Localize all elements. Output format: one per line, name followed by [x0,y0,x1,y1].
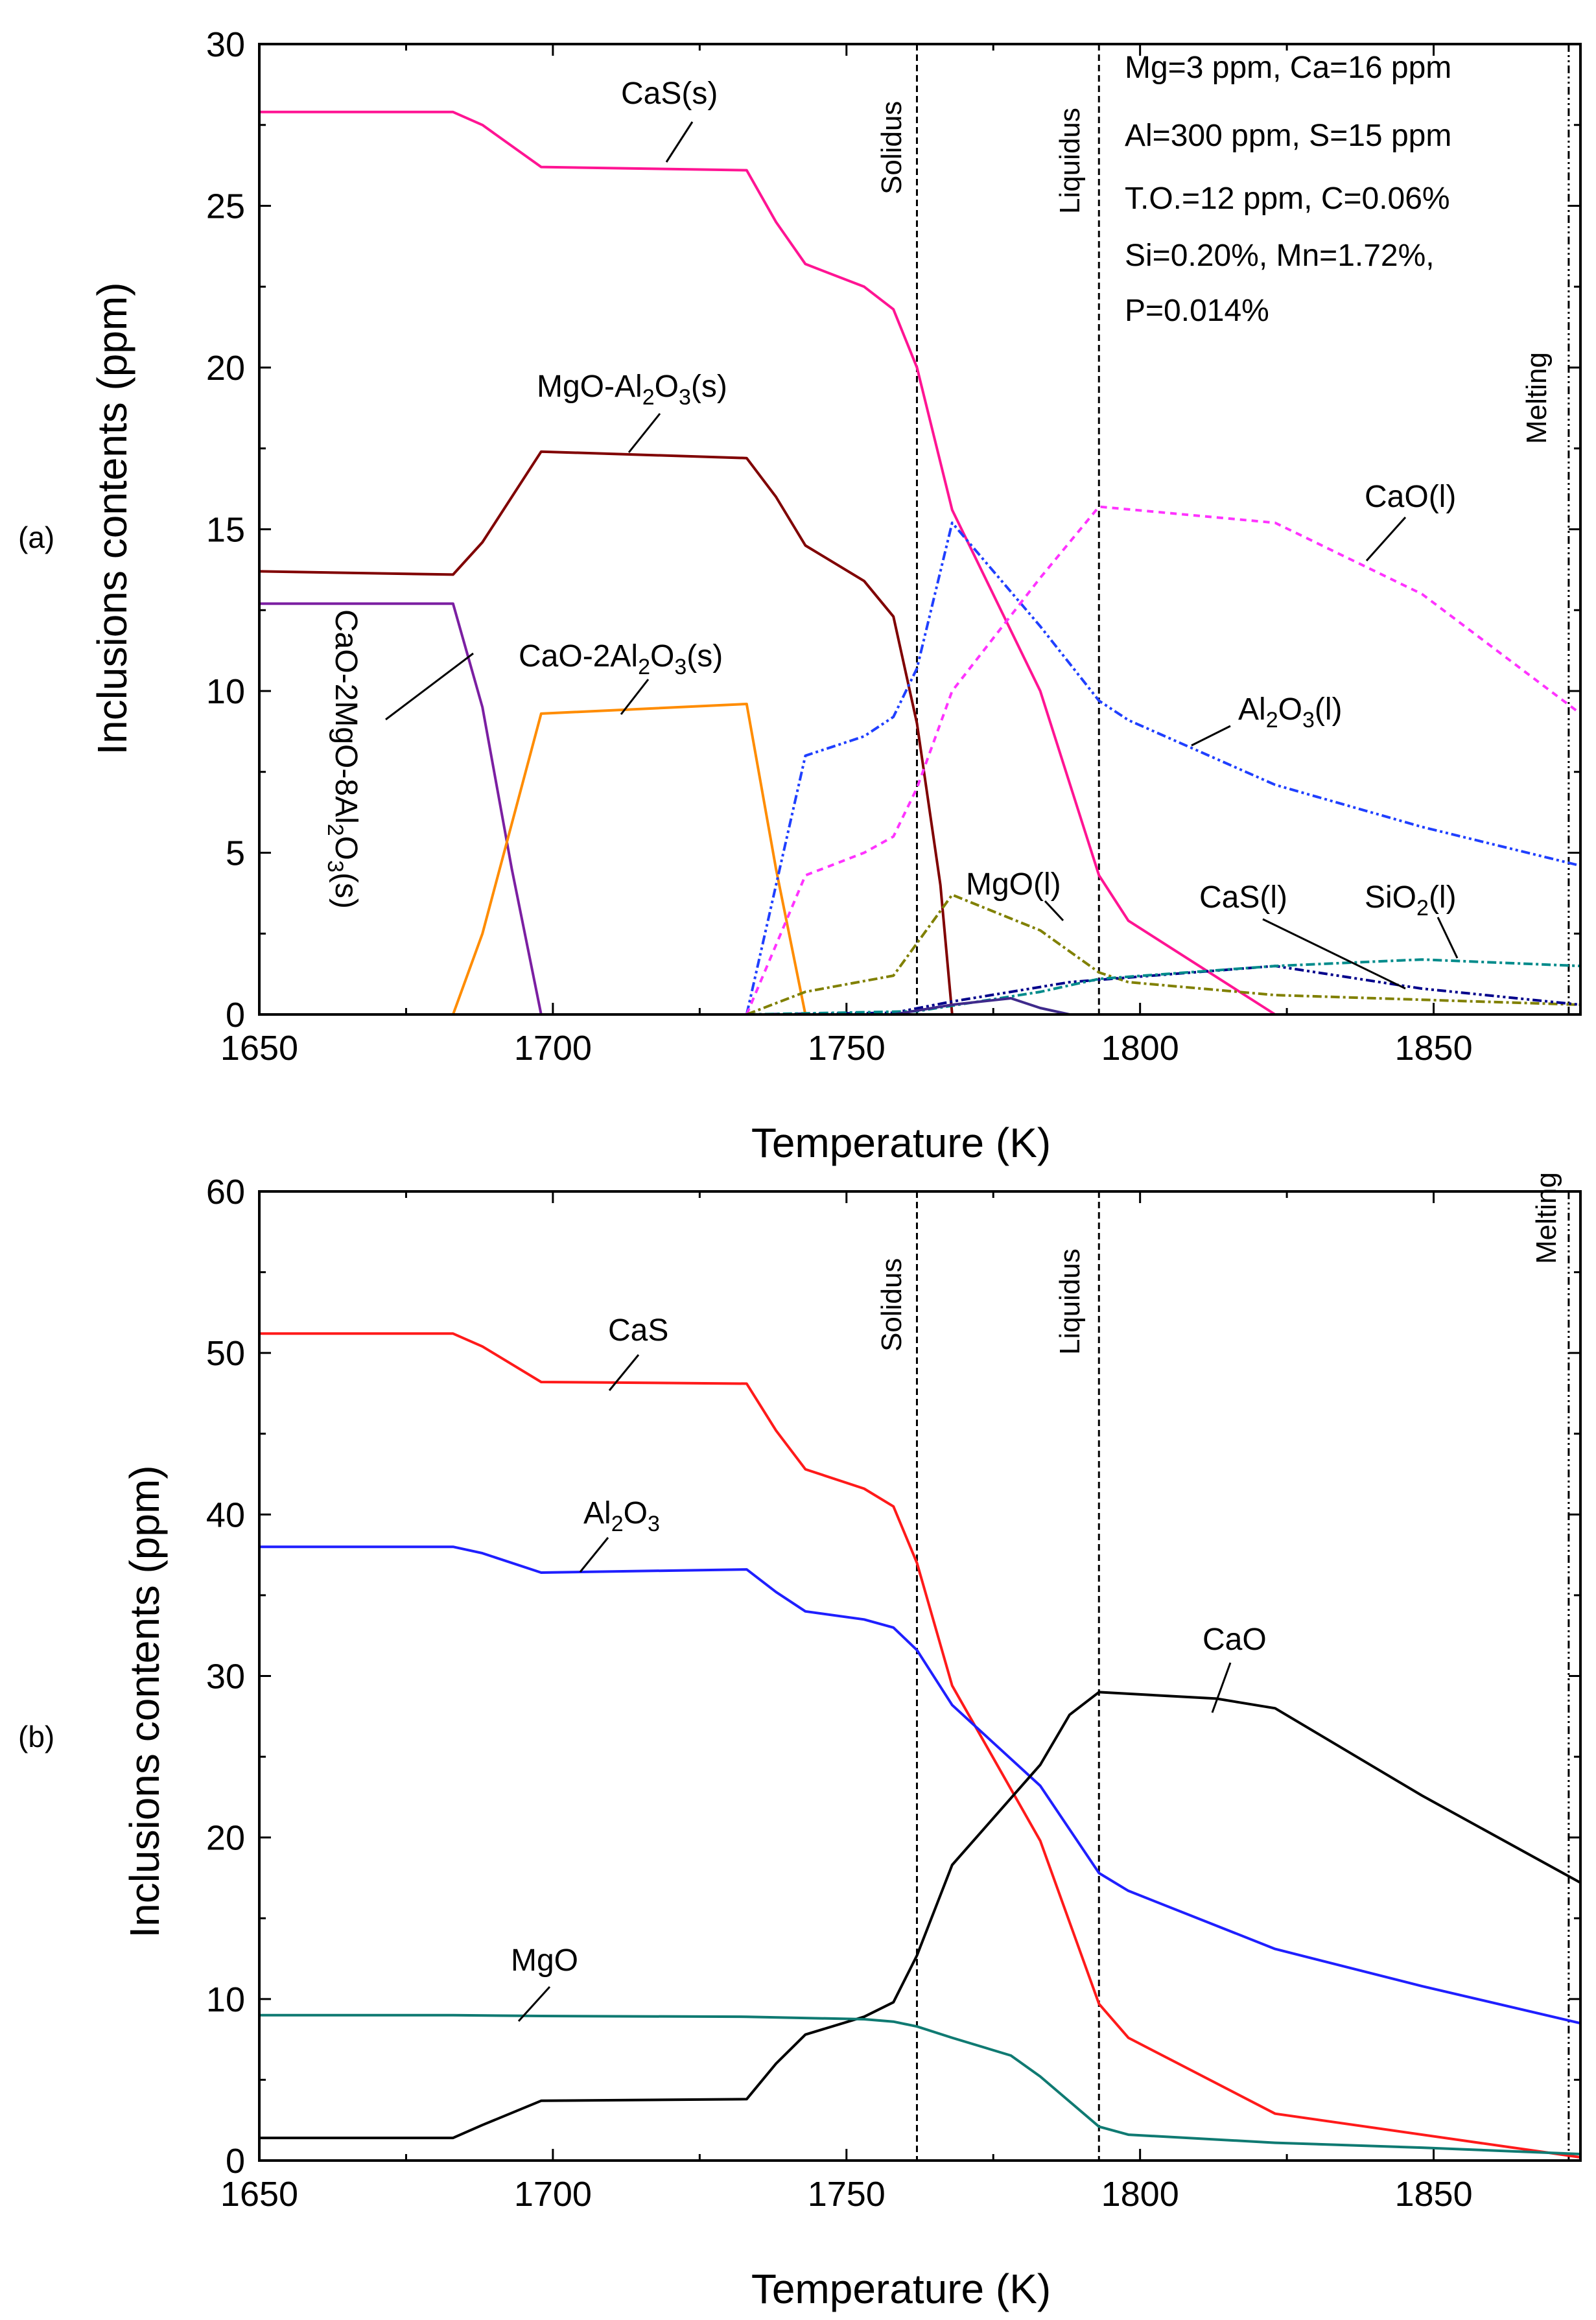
y-tick-label: 60 [206,1173,245,1212]
y-tick-label: 10 [206,1980,245,2019]
x-tick-label: 1750 [808,1029,886,1068]
annotation-mgo-al2o3-s: MgO-Al2O3(s) [537,369,727,410]
annotation-cas: CaS [608,1313,668,1348]
annotation-mgo-l: MgO(l) [966,867,1061,902]
series-sio2-l [746,958,1581,1016]
series-mgo [259,2013,1581,2155]
panel-b-ylabel: Inclusions contents (ppm) [121,1465,168,1938]
x-tick-label: 1650 [220,2175,298,2214]
leader-cao-2mgo-8al2o3-s [385,652,474,721]
series-cao [259,1691,1581,2140]
y-tick-label: 40 [206,1495,245,1534]
panel-a-label: (a) [18,521,54,554]
x-tick-label: 1700 [514,2175,592,2214]
leader-al2o3-l [1191,725,1231,747]
leader-cas [608,1354,640,1391]
annotation-cao-l: CaO(l) [1365,480,1456,514]
panel-a-ylabel: Inclusions contents (ppm) [89,282,135,755]
y-tick-label: 5 [226,834,245,873]
annotation-cas-l: CaS(l) [1199,880,1287,915]
series-al2o3 [259,1545,1581,2025]
annotation-cao: CaO [1203,1623,1267,1657]
annotation-cas-s: CaS(s) [621,76,718,111]
x-tick-label: 1850 [1394,1029,1472,1068]
leader-cas-s [665,121,694,163]
leader-al2o3 [579,1537,609,1573]
x-tick-label: 1800 [1101,2175,1179,2214]
series-cao-l [745,505,1582,1015]
y-tick-label: 15 [206,511,245,550]
panel-b-solidus-label: Solidus [876,1258,908,1352]
leader-cao-2al2o3-s [620,679,650,715]
panel-b-label: (b) [18,1720,54,1753]
y-tick-label: 10 [206,672,245,711]
y-tick-label: 20 [206,349,245,388]
panel-a-plot-frame [258,43,1582,1016]
panel-a: 1650 1700 1750 1800 1850 0 5 10 15 20 25 30 (a) Inc… [18,25,1582,1166]
panel-b-liquidus-label: Liquidus [1054,1248,1086,1355]
annotation-sio2-l: SiO2(l) [1365,880,1457,920]
leader-cas-l [1262,918,1406,990]
panel-a-vlines [915,44,1570,1014]
x-tick-label: 1750 [808,2175,886,2214]
leader-cao-l [1365,516,1407,562]
condition-line-4: Si=0.20%, Mn=1.72%, [1125,239,1435,273]
condition-line-2: Al=300 ppm, S=15 ppm [1125,119,1451,153]
x-tick-label: 1650 [220,1029,298,1068]
x-tick-label: 1800 [1101,1029,1179,1068]
y-tick-label: 0 [226,996,245,1035]
y-tick-label: 25 [206,187,245,226]
series-cas [259,1332,1581,2159]
leader-mgo-l [1044,900,1064,922]
annotation-al2o3: Al2O3 [583,1496,660,1536]
panel-b-ticks: 1650 1700 1750 1800 1850 0 10 20 30 40 50 60 [206,1173,1580,2214]
panel-a-liquidus-label: Liquidus [1054,108,1086,214]
condition-line-1: Mg=3 ppm, Ca=16 ppm [1125,51,1451,85]
annotation-mgo: MgO [511,1943,578,1978]
panel-a-xlabel: Temperature (K) [751,1119,1051,1166]
y-tick-label: 30 [206,1658,245,1696]
y-tick-label: 0 [226,2142,245,2181]
panel-b-series [259,1332,1581,2159]
panel-b-vlines [915,1191,1570,2161]
y-tick-label: 30 [206,25,245,64]
panel-a-ticks: 1650 1700 1750 1800 1850 0 5 10 15 20 25 30 [206,25,1580,1068]
condition-line-3: T.O.=12 ppm, C=0.06% [1125,182,1450,216]
annotation-cao-2al2o3-s: CaO-2Al2O3(s) [519,639,723,679]
panel-b: 1650 1700 1750 1800 1850 0 10 20 30 40 50 60 (b) In… [18,1172,1582,2312]
x-tick-label: 1850 [1394,2175,1472,2214]
leader-mgo [517,1986,551,2022]
annotation-cao-2mgo-8al2o3-s: CaO-2MgO-8Al2O3(s) [323,609,363,909]
series-mgo-l [746,893,1581,1016]
panel-b-xlabel: Temperature (K) [751,2266,1051,2312]
panel-b-plot-frame [258,1190,1582,2162]
panel-b-melting-label: Melting [1531,1172,1562,1264]
leader-sio2-l [1437,917,1459,959]
leader-mgo-al2o3-s [628,413,661,453]
panel-a-melting-label: Melting [1521,352,1553,444]
y-tick-label: 50 [206,1334,245,1373]
series-cao-2al2o3-s [259,703,1580,1016]
y-tick-label: 20 [206,1819,245,1858]
series-al2o3-l [745,521,1581,1015]
annotation-al2o3-l: Al2O3(l) [1238,692,1343,732]
panel-a-solidus-label: Solidus [876,101,908,194]
leader-cao [1211,1662,1232,1713]
series-cas-s [259,110,1580,1016]
x-tick-label: 1700 [514,1029,592,1068]
condition-line-5: P=0.014% [1125,294,1269,328]
series-mgo-al2o3-s [259,450,1580,1016]
